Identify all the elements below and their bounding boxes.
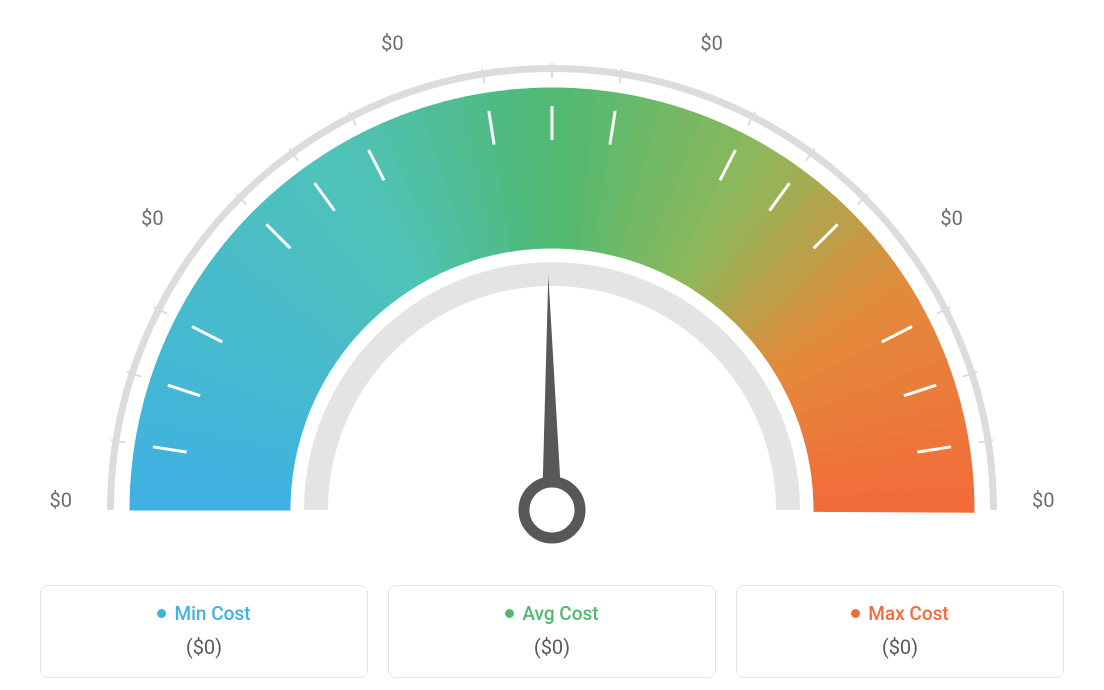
legend-card-min: Min Cost ($0) — [40, 585, 368, 678]
legend-row: Min Cost ($0) Avg Cost ($0) Max Cost ($0… — [40, 585, 1064, 678]
gauge-tick-label: $0 — [700, 31, 722, 55]
gauge-tick-label: $0 — [381, 31, 403, 55]
legend-label-avg: Avg Cost — [522, 602, 598, 625]
legend-card-max: Max Cost ($0) — [736, 585, 1064, 678]
legend-dot-max — [851, 609, 860, 618]
legend-value-min: ($0) — [51, 635, 357, 659]
legend-title-avg: Avg Cost — [505, 602, 598, 625]
legend-card-avg: Avg Cost ($0) — [388, 585, 716, 678]
legend-value-avg: ($0) — [399, 635, 705, 659]
legend-dot-avg — [505, 609, 514, 618]
gauge-chart: $0 $0 $0 $0 $0 $0 — [0, 0, 1104, 560]
legend-label-max: Max Cost — [868, 602, 948, 625]
legend-label-min: Min Cost — [174, 602, 250, 625]
gauge-svg — [0, 10, 1104, 574]
gauge-tick-label: $0 — [141, 206, 163, 230]
legend-title-max: Max Cost — [851, 602, 948, 625]
gauge-tick-label: $0 — [940, 206, 962, 230]
gauge-tick-label: $0 — [1032, 488, 1054, 512]
legend-dot-min — [157, 609, 166, 618]
legend-value-max: ($0) — [747, 635, 1053, 659]
legend-title-min: Min Cost — [157, 602, 250, 625]
gauge-tick-label: $0 — [50, 488, 72, 512]
